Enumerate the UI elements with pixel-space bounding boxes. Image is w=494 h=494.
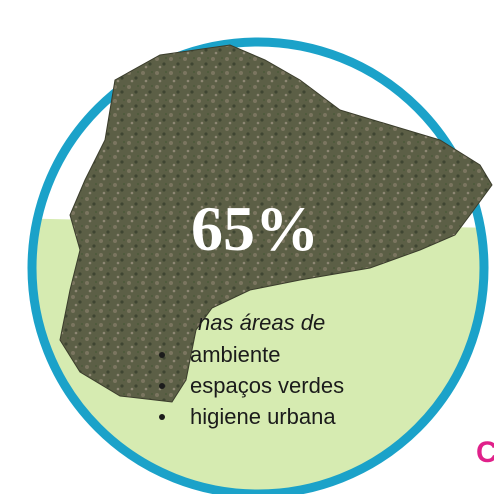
- bullet: [159, 414, 165, 420]
- circle-border: [27, 37, 489, 494]
- fragment: C: [476, 436, 494, 469]
- list: ambiente espaços verdes higiene urbana: [159, 342, 344, 429]
- list-item: higiene urbana: [190, 404, 336, 429]
- map-shape: [59, 44, 493, 403]
- intro: nas áreas de: [198, 310, 325, 335]
- headline: 65%: [191, 193, 319, 264]
- bullet: [159, 383, 165, 389]
- list-item: espaços verdes: [190, 373, 344, 398]
- list-item: ambiente: [190, 342, 281, 367]
- bullet: [159, 352, 165, 358]
